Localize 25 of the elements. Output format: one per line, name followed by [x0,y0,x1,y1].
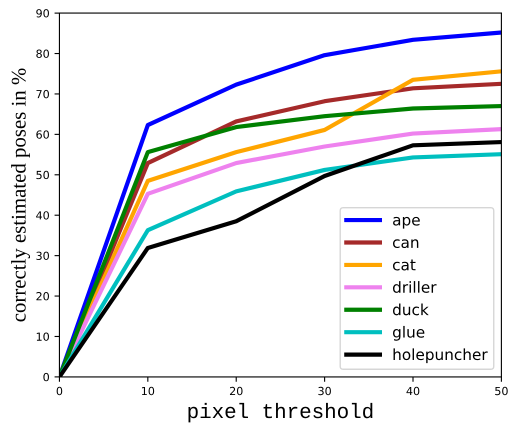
x-tick-label: 40 [406,386,420,396]
legend-label: duck [392,304,429,316]
x-tick-label: 30 [318,386,331,396]
y-tick-label: 0 [43,372,49,382]
y-tick-label: 20 [36,292,49,300]
legend-label: can [392,239,418,248]
y-axis-title: correctly estimated poses in % [11,68,30,322]
x-tick-label: 0 [56,386,62,396]
y-tick-label: 80 [36,50,49,58]
legend-label: ape [393,216,420,229]
x-tick-label: 10 [142,386,154,396]
legend-label: glue [392,326,424,341]
y-tick-label: 30 [36,252,49,260]
legend-label: driller [392,281,437,293]
y-tick-label: 60 [36,130,49,139]
y-tick-label: 40 [36,211,49,220]
x-tick-label: 50 [495,386,508,396]
y-tick-label: 90 [36,9,49,18]
y-tick-label: 10 [36,332,49,341]
legend-label: holepuncher [394,348,488,364]
x-tick-label: 20 [230,386,243,396]
y-tick-label: 50 [36,170,49,180]
x-axis-title: pixel threshold [188,402,372,422]
y-tick-label: 70 [36,90,49,98]
legend-label: cat [392,260,416,270]
